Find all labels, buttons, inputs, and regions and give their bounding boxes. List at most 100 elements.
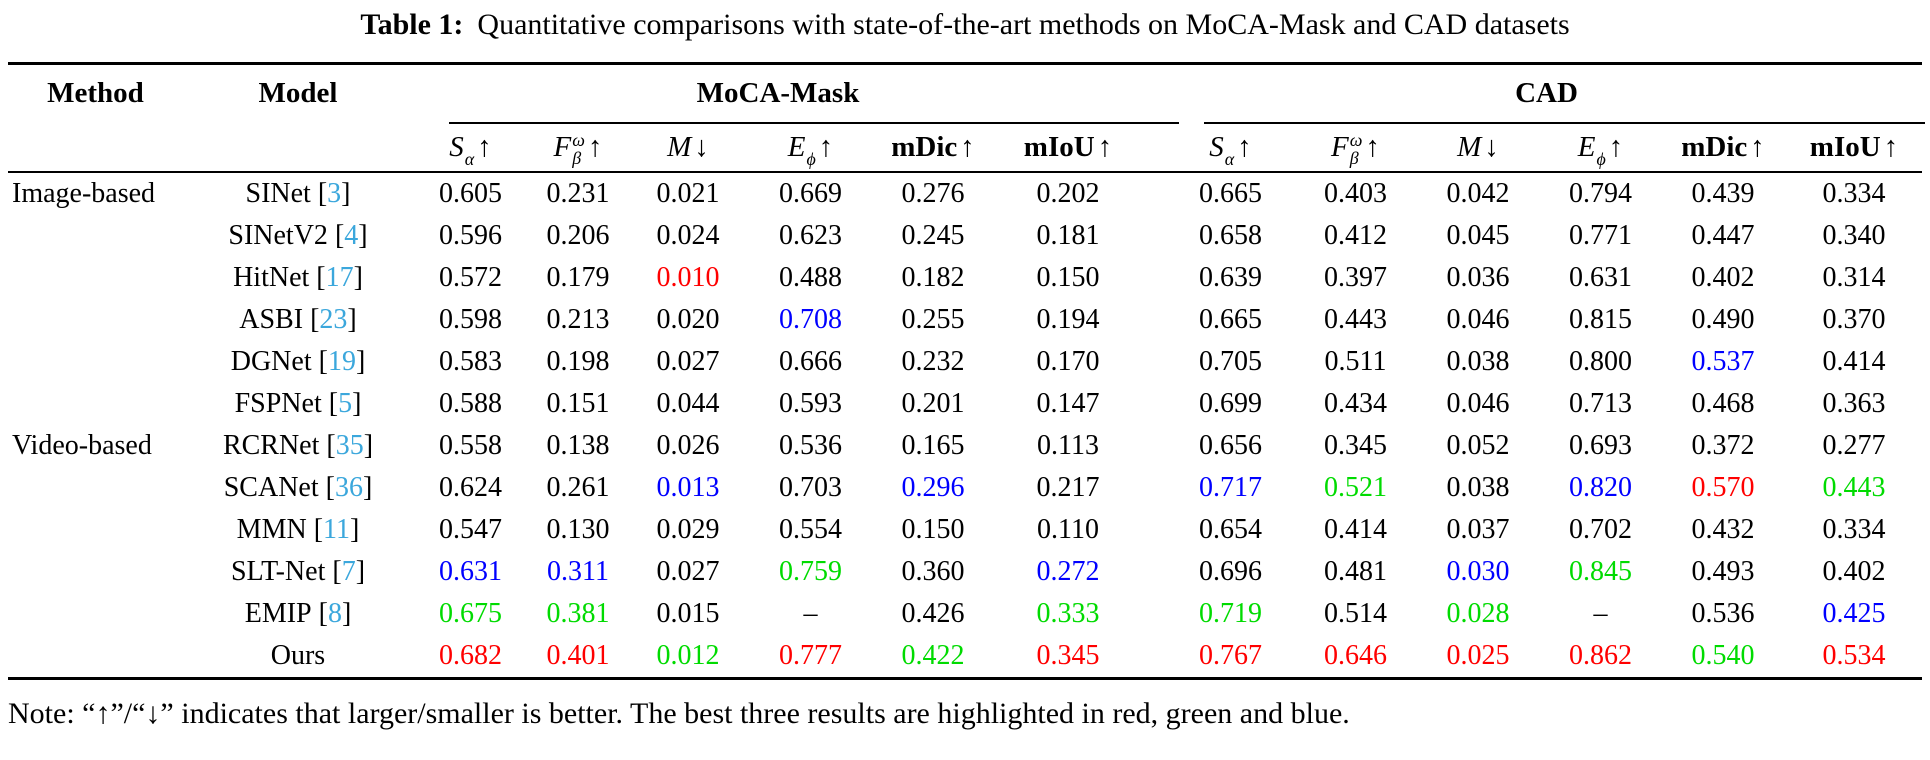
metric-value-cell: 0.013	[656, 472, 720, 503]
up-arrow: ↑	[1883, 131, 1899, 163]
metric-value-cell: 0.012	[656, 640, 720, 671]
metric-value-cell: 0.703	[779, 472, 842, 503]
metric-value-cell: 0.363	[1822, 388, 1886, 419]
cite-close-bracket: ]	[341, 178, 351, 209]
metric-value-cell: 0.596	[439, 220, 502, 251]
model-name: DGNet	[230, 346, 312, 377]
group-header-row: Method Model MoCA-Mask CAD	[8, 65, 1922, 122]
metric-value-cell: 0.699	[1199, 388, 1262, 419]
metric-value-cell: 0.201	[901, 388, 965, 419]
metric-value-cell: 0.402	[1822, 556, 1886, 587]
table-row: Image-based SINet [3] 0.605 0.231 0.021 0.669…	[8, 173, 1922, 215]
citation-link[interactable]: 23	[319, 304, 348, 335]
metric-value-cell: 0.334	[1822, 178, 1886, 209]
col-header-model: Model	[258, 77, 338, 109]
metric-value-cell: 0.021	[656, 178, 720, 209]
citation-link[interactable]: 11	[323, 514, 350, 545]
metric-value-cell: 0.675	[439, 598, 502, 629]
model-name: Ours	[270, 640, 326, 671]
spacer-cell	[8, 122, 183, 124]
metric-value-cell: 0.665	[1199, 178, 1262, 209]
metric-header-miou: mIoU ↑	[1783, 131, 1925, 164]
citation-link[interactable]: 8	[327, 598, 342, 629]
metric-value-cell: 0.202	[1036, 178, 1100, 209]
metric-header-mdic: mDic ↑	[873, 131, 993, 164]
table-body: Image-based SINet [3] 0.605 0.231 0.021 0.669…	[8, 173, 1922, 677]
metric-value-cell: 0.554	[779, 514, 842, 545]
group-gap	[1143, 65, 1168, 122]
metric-value-cell: 0.481	[1324, 556, 1387, 587]
citation-link[interactable]: 5	[338, 388, 353, 419]
cite-close-bracket: ]	[347, 304, 357, 335]
metric-value-cell: 0.623	[779, 220, 842, 251]
metric-value-cell: 0.027	[656, 556, 720, 587]
spacer-cell	[1143, 122, 1168, 124]
metric-value-cell: 0.026	[656, 430, 720, 461]
model-cell: MMN [11]	[183, 514, 413, 546]
metric-value-cell: 0.010	[656, 262, 720, 293]
metric-value-cell: 0.232	[901, 346, 965, 377]
metric-value-cell: 0.110	[1037, 514, 1099, 545]
method-group-cell: Image-based	[12, 178, 156, 209]
metric-value-cell: 0.194	[1036, 304, 1100, 335]
model-cell: SINet [3]	[183, 178, 413, 210]
metric-value-cell: 0.425	[1822, 598, 1886, 629]
model-cell: DGNet [19]	[183, 346, 413, 378]
metric-sub: β	[1349, 147, 1359, 168]
metric-value-cell: 0.255	[901, 304, 965, 335]
cite-close-bracket: ]	[349, 514, 360, 545]
metric-value-cell: 0.666	[779, 346, 842, 377]
metric-value-cell: 0.669	[779, 178, 842, 209]
metric-letter: mIoU	[1809, 131, 1881, 163]
metric-value-cell: 0.540	[1691, 640, 1755, 671]
metric-value-cell: 0.038	[1446, 472, 1510, 503]
metric-value-cell: 0.412	[1324, 220, 1387, 251]
metric-value-cell: 0.397	[1324, 262, 1387, 293]
metric-value-cell: 0.213	[546, 304, 610, 335]
citation-link[interactable]: 19	[327, 346, 356, 377]
model-cell: FSPNet [5]	[183, 388, 413, 420]
table-row: ASBI [23] 0.598 0.213 0.020 0.708 0.255 0.194 0…	[8, 299, 1922, 341]
spacer-cell	[183, 122, 413, 124]
metric-value-cell: 0.334	[1822, 514, 1886, 545]
metric-value-cell: 0.038	[1446, 346, 1510, 377]
citation-link[interactable]: 35	[335, 430, 364, 461]
cad-underline-rule	[1204, 122, 1925, 124]
citation-link[interactable]: 4	[344, 220, 359, 251]
metric-letter: M	[1457, 131, 1482, 163]
table-row: MMN [11] 0.547 0.130 0.029 0.554 0.150 0.110 0.…	[8, 509, 1922, 551]
up-arrow: ↑	[1750, 131, 1765, 163]
metric-value-cell: 0.702	[1569, 514, 1632, 545]
metric-value-cell: –	[1593, 598, 1608, 629]
down-arrow: ↓	[1484, 131, 1499, 163]
metric-value-cell: 0.588	[439, 388, 502, 419]
metric-value-cell: 0.426	[901, 598, 965, 629]
group-header-cad: CAD	[1515, 77, 1578, 109]
metric-value-cell: 0.558	[439, 430, 502, 461]
metric-value-cell: 0.217	[1036, 472, 1100, 503]
metric-value-cell: 0.029	[656, 514, 720, 545]
model-name: MMN	[236, 514, 307, 545]
metric-value-cell: 0.439	[1691, 178, 1755, 209]
table-row: SLT-Net [7] 0.631 0.311 0.027 0.759 0.360 0.27…	[8, 551, 1922, 593]
up-arrow: ↑	[1608, 131, 1624, 163]
metric-value-cell: 0.800	[1569, 346, 1632, 377]
citation-link[interactable]: 36	[334, 472, 363, 503]
metric-value-cell: 0.488	[779, 262, 842, 293]
metric-value-cell: 0.646	[1324, 640, 1387, 671]
metric-value-cell: 0.231	[546, 178, 610, 209]
table-row: HitNet [17] 0.572 0.179 0.010 0.488 0.182 0.15…	[8, 257, 1922, 299]
citation-link[interactable]: 3	[327, 178, 342, 209]
metric-value-cell: 0.052	[1446, 430, 1510, 461]
metric-value-cell: 0.182	[901, 262, 965, 293]
citation-link[interactable]: 7	[341, 556, 356, 587]
metric-value-cell: 0.534	[1822, 640, 1886, 671]
metric-value-cell: 0.443	[1324, 304, 1387, 335]
citation-link[interactable]: 17	[325, 262, 354, 293]
